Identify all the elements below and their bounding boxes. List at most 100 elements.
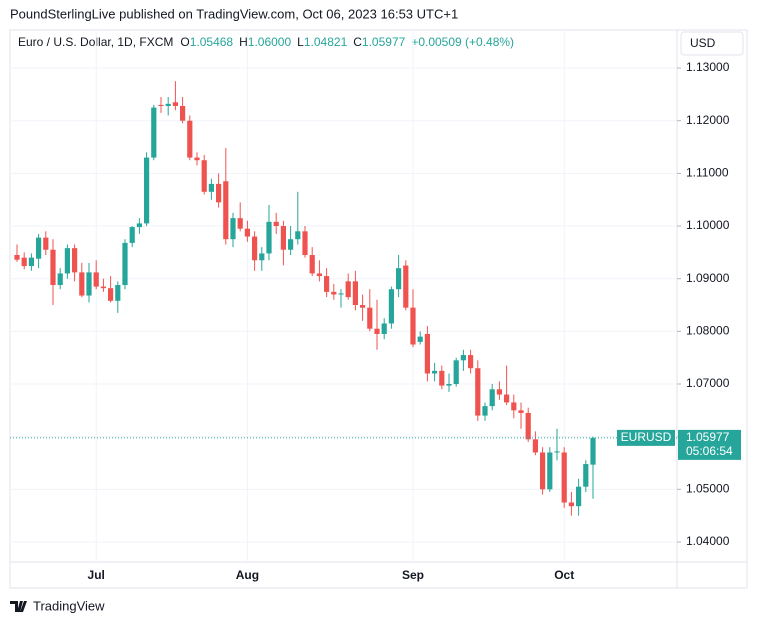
candle-body (453, 360, 459, 385)
candle-body (489, 389, 495, 407)
ohlc-letter: L (297, 35, 304, 49)
candle-body (129, 227, 135, 243)
candle-body (187, 120, 193, 158)
candle-body (540, 452, 546, 490)
candle-body (57, 273, 63, 286)
candle-body (72, 248, 78, 273)
y-tick-label: 1.11000 (686, 166, 729, 180)
candle-body (151, 107, 157, 158)
candle-body (403, 265, 409, 308)
candle-body (295, 231, 301, 240)
candle-body (424, 333, 430, 374)
candle-body (338, 293, 344, 295)
last-price: 1.05977 (686, 430, 730, 444)
candle-body (410, 307, 416, 345)
candle-body (568, 502, 574, 507)
candle-body (136, 223, 142, 228)
candle-body (280, 226, 286, 250)
y-tick-label: 1.04000 (686, 534, 730, 548)
candle-body (158, 104, 164, 106)
candle-body (504, 394, 510, 403)
candle-body (64, 248, 70, 274)
candle-body (475, 368, 481, 416)
ohlc-letter: H (239, 35, 248, 49)
candle-body (331, 291, 337, 295)
x-tick-label: Sep (402, 568, 424, 582)
candle-body (525, 412, 531, 440)
candle-body (439, 370, 445, 386)
candle-body (50, 249, 56, 286)
candle-body (302, 231, 308, 255)
candle-body (288, 239, 294, 250)
candle-body (252, 236, 258, 261)
candle-body (100, 286, 106, 289)
candle-body (201, 160, 207, 192)
logo-text: TradingView (33, 598, 105, 613)
currency[interactable]: USD (690, 36, 716, 50)
currency-button[interactable] (680, 31, 744, 56)
change: +0.00509 (+0.48%) (411, 35, 514, 49)
x-tick-label: Oct (554, 568, 574, 582)
y-tick-label: 1.10000 (686, 218, 730, 232)
y-tick-label: 1.12000 (686, 113, 730, 127)
legend: Euro / U.S. Dollar, 1D, FXCM O 1.05468 H 1.0… (18, 35, 514, 49)
candle-body (216, 183, 222, 203)
candle-body (208, 183, 214, 192)
candle-body (381, 323, 387, 334)
candle-body (115, 285, 121, 301)
ohlc-value: 1.05977 (362, 35, 406, 49)
candle-body (345, 281, 351, 298)
candle-body (172, 102, 178, 106)
candle-body (518, 410, 524, 413)
candle-body (273, 221, 279, 227)
candle-body (144, 157, 150, 224)
candle-body (93, 272, 99, 287)
candle-body (417, 336, 423, 342)
candle-body (576, 486, 582, 507)
candle-body (468, 355, 474, 369)
candle-body (547, 452, 553, 490)
candle-body (460, 355, 466, 361)
candle-body (532, 439, 538, 453)
candle-body (194, 157, 200, 161)
candle-body (180, 105, 186, 121)
x-tick-label: Aug (236, 568, 259, 582)
candle-body (237, 218, 243, 229)
candle-body (165, 103, 171, 106)
ticker-tag (617, 429, 675, 446)
symbol: Euro / U.S. Dollar, 1D, FXCM (18, 35, 173, 49)
published-note: PoundSterlingLive published on TradingVi… (10, 6, 458, 21)
y-tick-label: 1.05000 (686, 482, 730, 496)
candle-body (108, 288, 114, 301)
y-tick-label: 1.07000 (686, 376, 730, 390)
candle-body (511, 402, 517, 411)
candle-body (36, 237, 42, 259)
candle-body (583, 464, 589, 487)
candle-body (352, 281, 358, 306)
ohlc-letter: C (353, 35, 362, 49)
candle-body (14, 254, 20, 260)
candle-body (482, 406, 488, 416)
ohlc-value: 1.05468 (190, 35, 234, 49)
candle-body (374, 328, 380, 334)
candle-body (432, 370, 438, 374)
ohlc-value: 1.06000 (248, 35, 292, 49)
candle-body (86, 272, 92, 296)
candle-body (496, 389, 502, 395)
price-tag (678, 429, 741, 460)
candle-body (367, 307, 373, 329)
candle-body (244, 228, 250, 237)
candle-body (122, 242, 128, 286)
logo: TradingView (10, 598, 105, 613)
ohlc-value: 1.04821 (304, 35, 348, 49)
candle-body (43, 237, 49, 250)
y-tick-label: 1.13000 (686, 60, 730, 74)
candle-body (396, 268, 402, 290)
y-tick-label: 1.08000 (686, 324, 730, 338)
candle-body (223, 181, 229, 240)
candle-body (446, 384, 452, 386)
candle-body (79, 272, 85, 296)
candle-body (561, 452, 567, 503)
